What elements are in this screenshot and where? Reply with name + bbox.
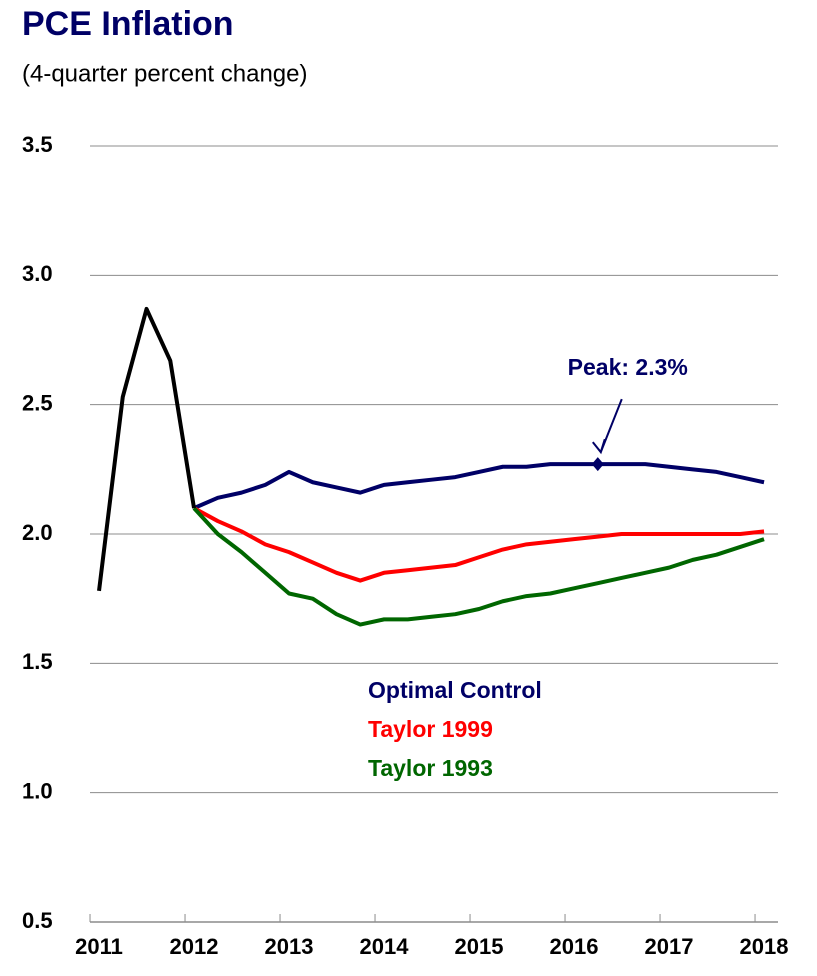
series-line: [192, 506, 765, 627]
series-line: [193, 462, 765, 510]
x-tick-label: 2015: [455, 934, 504, 959]
chart-title: PCE Inflation: [22, 5, 234, 43]
y-tick-label: 3.5: [22, 132, 53, 157]
x-tick-label: 2016: [550, 934, 599, 959]
series-line: [97, 306, 197, 592]
legend-entry: Taylor 1993: [368, 755, 493, 781]
x-tick-label: 2018: [740, 934, 789, 959]
legend-entry: Optimal Control: [368, 677, 542, 703]
chart-subtitle: (4-quarter percent change): [22, 60, 308, 87]
legend-entry: Taylor 1999: [368, 716, 493, 742]
y-tick-label: 1.5: [22, 649, 53, 674]
y-tick-label: 1.0: [22, 778, 53, 803]
x-tick-label: 2013: [265, 934, 314, 959]
x-tick-label: 2012: [170, 934, 219, 959]
y-tick-label: 3.0: [22, 261, 53, 286]
annotation-arrowhead: [592, 438, 606, 455]
x-tick-label: 2014: [360, 934, 410, 959]
y-tick-label: 2.0: [22, 520, 53, 545]
x-tick-label: 2017: [645, 934, 694, 959]
annotation: Peak: 2.3%: [568, 354, 688, 380]
y-tick-label: 2.5: [22, 390, 53, 415]
annotation-marker: [591, 457, 604, 472]
y-tick-label: 0.5: [22, 908, 53, 933]
x-tick-label: 2011: [75, 934, 123, 959]
series-line: [193, 506, 765, 583]
